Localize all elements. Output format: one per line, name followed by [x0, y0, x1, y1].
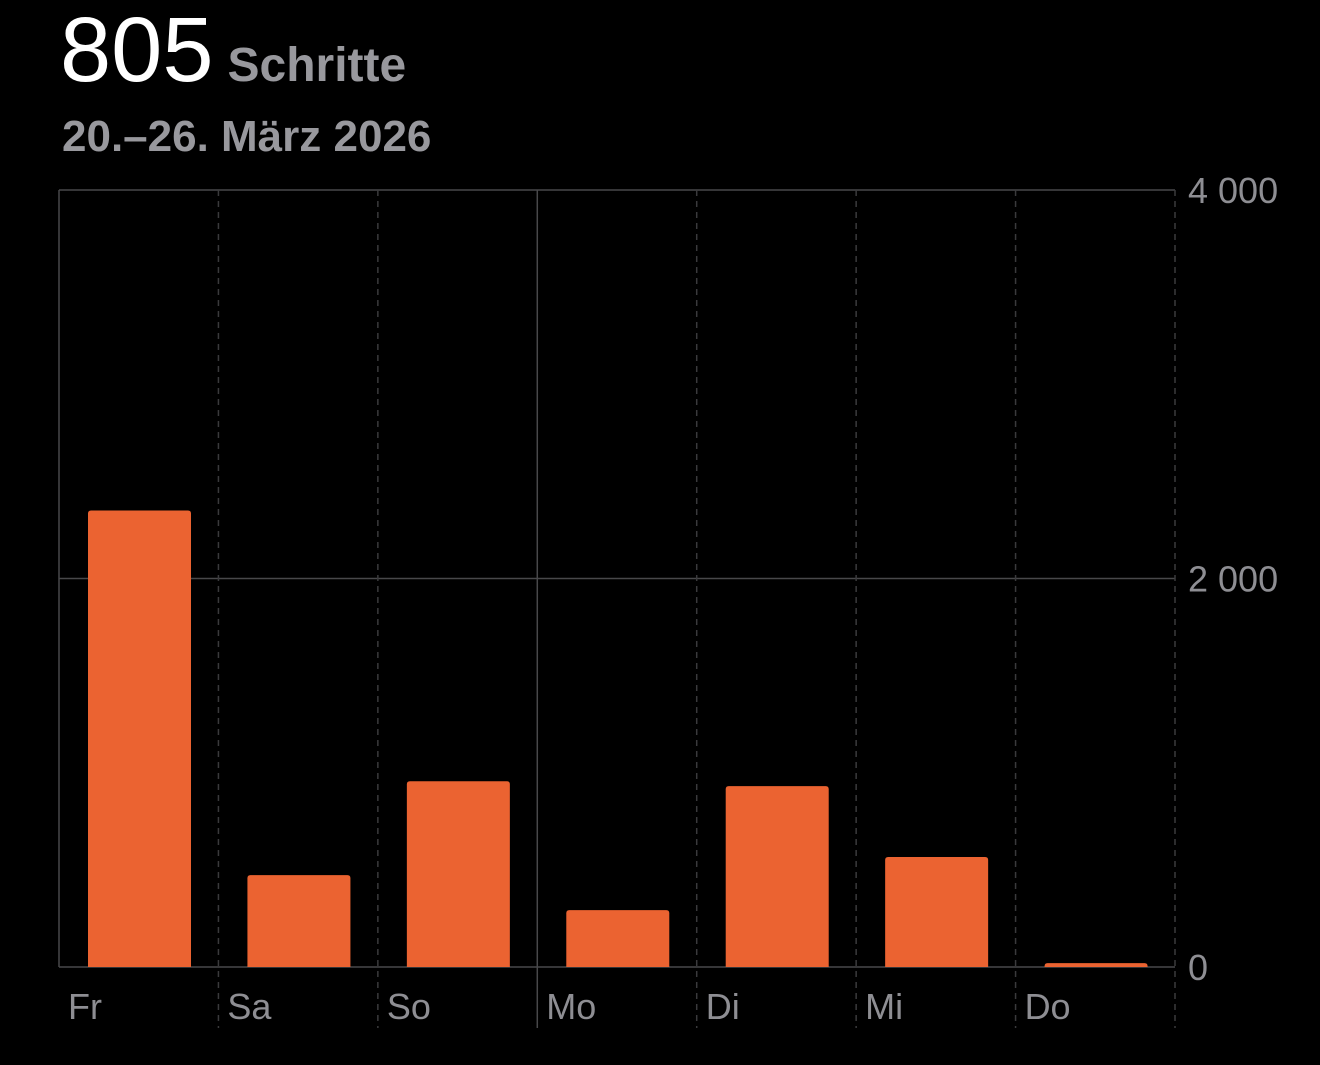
x-tick-label: Mi: [865, 986, 903, 1027]
y-tick-label: 4 000: [1188, 170, 1278, 211]
bar-sa: [247, 875, 351, 967]
bar-so: [406, 781, 510, 967]
x-tick-label: Sa: [227, 986, 272, 1027]
date-range: 20.–26. März 2026: [62, 112, 432, 161]
header: 805 Schritte: [60, 0, 406, 100]
bar-di: [725, 786, 829, 967]
x-tick-label: Fr: [68, 986, 102, 1027]
x-tick-label: Di: [706, 986, 740, 1027]
bar-mo: [566, 910, 670, 967]
x-tick-label: Mo: [546, 986, 596, 1027]
bar-fr: [88, 510, 191, 967]
x-tick-label: Do: [1025, 986, 1071, 1027]
x-tick-label: So: [387, 986, 431, 1027]
y-tick-label: 0: [1188, 947, 1208, 988]
unit-label: Schritte: [227, 39, 407, 92]
bar-mi: [885, 857, 989, 967]
total-steps: 805: [60, 0, 214, 101]
bar-do: [1044, 963, 1148, 967]
y-tick-label: 2 000: [1188, 559, 1278, 600]
